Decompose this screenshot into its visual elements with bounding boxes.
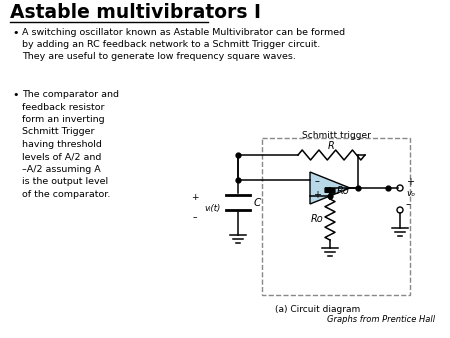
Text: •: • bbox=[12, 28, 18, 38]
Text: vᵢ(t): vᵢ(t) bbox=[204, 203, 220, 213]
Text: Rᴏ: Rᴏ bbox=[337, 186, 349, 195]
Text: +: + bbox=[191, 193, 199, 202]
Text: form an inverting: form an inverting bbox=[22, 115, 104, 124]
Text: Astable multivibrators I: Astable multivibrators I bbox=[10, 3, 261, 22]
Text: –: – bbox=[315, 176, 319, 186]
Text: (a) Circuit diagram: (a) Circuit diagram bbox=[275, 305, 360, 314]
Text: feedback resistor: feedback resistor bbox=[22, 102, 104, 112]
Text: is the output level: is the output level bbox=[22, 177, 108, 187]
Text: –A/2 assuming A: –A/2 assuming A bbox=[22, 165, 101, 174]
Text: –: – bbox=[193, 214, 197, 222]
Text: –: – bbox=[406, 199, 411, 209]
Text: A switching oscillator known as Astable Multivibrator can be formed
by adding an: A switching oscillator known as Astable … bbox=[22, 28, 345, 61]
Text: Schmitt Trigger: Schmitt Trigger bbox=[22, 127, 94, 137]
Text: having threshold: having threshold bbox=[22, 140, 102, 149]
Text: The comparator and: The comparator and bbox=[22, 90, 119, 99]
Text: Schmitt trigger: Schmitt trigger bbox=[302, 131, 370, 140]
Text: Graphs from Prentice Hall: Graphs from Prentice Hall bbox=[327, 315, 435, 324]
Text: R: R bbox=[328, 141, 335, 151]
Text: +: + bbox=[406, 177, 414, 187]
Polygon shape bbox=[310, 172, 350, 204]
Text: +: + bbox=[313, 190, 321, 200]
Text: of the comparator.: of the comparator. bbox=[22, 190, 110, 199]
Text: vₒ: vₒ bbox=[406, 190, 415, 198]
Text: levels of A/2 and: levels of A/2 and bbox=[22, 152, 101, 162]
Text: •: • bbox=[12, 90, 18, 100]
Text: C: C bbox=[254, 197, 261, 208]
Text: Rᴏ: Rᴏ bbox=[310, 215, 324, 224]
